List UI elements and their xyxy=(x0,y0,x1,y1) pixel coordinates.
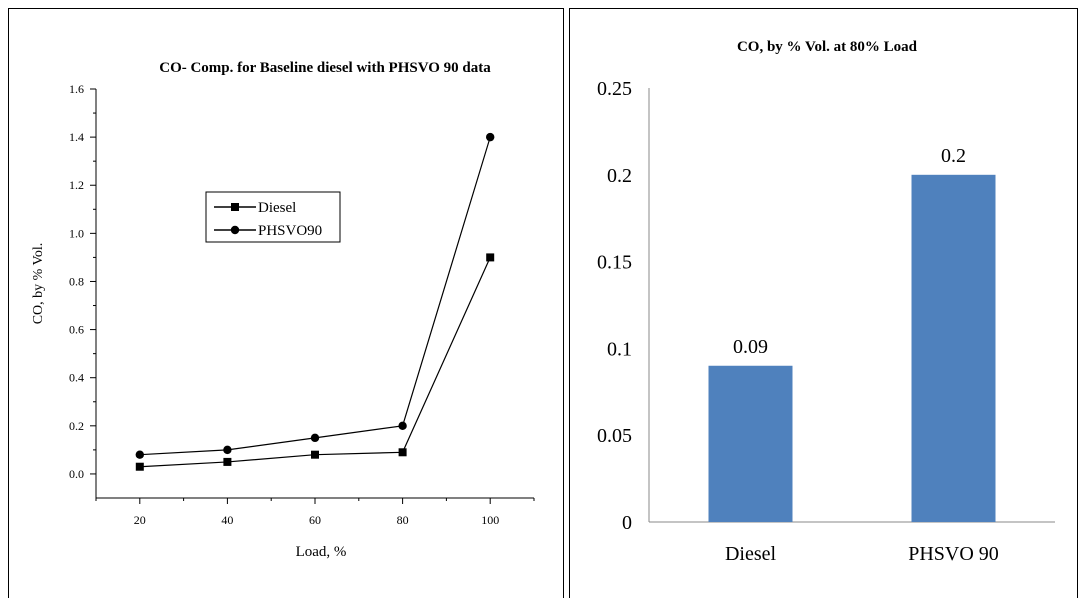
bar-chart-panel: CO, by % Vol. at 80% Load 0 0.05 0.1 0.15 0.2… xyxy=(569,8,1078,598)
data-point-square xyxy=(135,462,144,471)
y-tick-label: 1.0 xyxy=(69,226,84,240)
x-tick-label: PHSVO 90 xyxy=(908,543,999,565)
x-tick-label: 60 xyxy=(309,513,321,527)
y-tick-label: 0 xyxy=(622,512,632,534)
bar-diesel xyxy=(708,365,793,522)
data-point-circle xyxy=(486,132,495,142)
series-line-phsvo90 xyxy=(139,136,491,456)
chart-title: CO, by % Vol. at 80% Load xyxy=(737,39,918,55)
y-tick-label: 0.25 xyxy=(597,78,632,100)
x-axis-label: Load, % xyxy=(296,544,347,560)
legend-marker-circle xyxy=(230,225,240,235)
data-point-square xyxy=(398,448,407,457)
data-label: 0.2 xyxy=(941,145,966,167)
y-tick-label: 0.05 xyxy=(597,425,632,447)
chart-title: CO- Comp. for Baseline diesel with PHSVO… xyxy=(159,60,491,76)
y-tick-label: 0.8 xyxy=(69,274,84,288)
data-point-square xyxy=(223,457,232,466)
y-tick-label: 1.2 xyxy=(69,178,84,192)
line-chart: CO- Comp. for Baseline diesel with PHSVO… xyxy=(31,60,535,560)
y-tick-label: 0.15 xyxy=(597,252,632,274)
legend-label: PHSVO90 xyxy=(258,223,322,239)
data-point-square xyxy=(311,450,319,459)
data-point-circle xyxy=(135,450,144,459)
bar-phsvo-90 xyxy=(911,174,996,523)
y-tick-label: 1.4 xyxy=(69,130,84,144)
y-tick-label: 0.2 xyxy=(607,165,632,187)
x-tick-label: 100 xyxy=(481,513,499,527)
data-point-circle xyxy=(398,421,407,431)
legend-box xyxy=(205,191,341,243)
data-label: 0.09 xyxy=(733,336,768,358)
bar-chart: CO, by % Vol. at 80% Load 0 0.05 0.1 0.15 0.2… xyxy=(597,39,1055,565)
y-tick-label: 1.6 xyxy=(69,82,84,96)
x-tick-label: 40 xyxy=(221,513,233,527)
x-tick-label: 20 xyxy=(134,513,146,527)
data-point-square xyxy=(486,253,495,262)
y-axis-label: CO, by % Vol. xyxy=(31,243,46,325)
legend-label: Diesel xyxy=(258,200,296,216)
x-tick-label: 80 xyxy=(397,513,409,527)
legend-marker-square xyxy=(231,203,239,211)
data-point-circle xyxy=(223,445,232,455)
line-chart-panel: CO- Comp. for Baseline diesel with PHSVO… xyxy=(8,8,564,598)
y-tick-label: 0.4 xyxy=(69,371,84,385)
y-tick-label: 0.6 xyxy=(69,323,84,337)
y-tick-label: 0.2 xyxy=(69,419,84,433)
y-tick-label: 0.0 xyxy=(69,467,84,481)
x-tick-label: Diesel xyxy=(725,543,777,565)
y-tick-label: 0.1 xyxy=(607,338,632,360)
data-point-circle xyxy=(310,433,320,443)
